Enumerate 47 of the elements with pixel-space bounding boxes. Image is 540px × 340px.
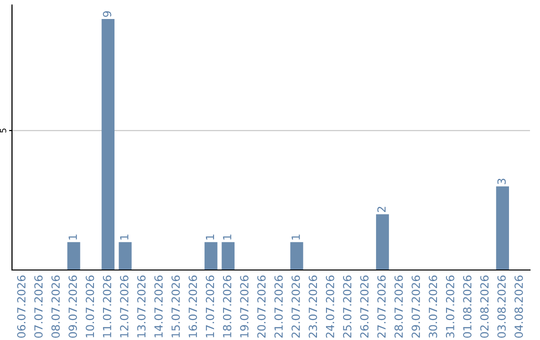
x-tick-label: 21.07.2026	[274, 276, 283, 338]
x-tick-label: 03.08.2026	[497, 276, 506, 338]
x-tick-label: 04.08.2026	[514, 276, 523, 338]
x-tick-label: 09.07.2026	[68, 276, 77, 338]
x-tick-label: 26.07.2026	[360, 276, 369, 338]
x-tick-label: 27.07.2026	[377, 276, 386, 338]
x-tick-label: 14.07.2026	[154, 276, 163, 338]
bar	[222, 242, 235, 270]
bar	[118, 242, 132, 270]
x-tick-label: 20.07.2026	[257, 276, 266, 338]
x-tick-label: 23.07.2026	[308, 276, 318, 338]
bar	[496, 186, 509, 270]
x-tick-label: 02.08.2026	[480, 276, 489, 338]
data-label: 1	[292, 234, 300, 240]
y-tick-label: 5	[0, 128, 6, 133]
x-tick-label: 28.07.2026	[394, 276, 403, 338]
bar	[102, 18, 114, 270]
x-tick-label: 30.07.2026	[428, 276, 438, 338]
x-tick-label: 07.07.2026	[34, 276, 43, 338]
x-tick-label: 31.07.2026	[446, 276, 454, 338]
data-label: 1	[206, 234, 214, 240]
x-tick-label: 01.08.2026	[463, 276, 472, 338]
data-label: 2	[377, 206, 386, 212]
x-tick-label: 17.07.2026	[206, 276, 214, 338]
data-label: 9	[102, 11, 112, 17]
x-tick-label: 08.07.2026	[51, 276, 60, 338]
bar	[67, 242, 80, 270]
x-tick-label: 22.07.2026	[292, 276, 300, 338]
x-tick-label: 12.07.2026	[120, 276, 128, 338]
bar	[204, 242, 218, 270]
x-tick-label: 24.07.2026	[326, 276, 334, 338]
x-tick-label: 15.07.2026	[171, 276, 180, 338]
bar	[376, 214, 389, 270]
bar	[290, 242, 304, 270]
x-tick-label: 10.07.2026	[86, 276, 94, 338]
x-tick-label: 18.07.2026	[222, 276, 232, 338]
x-tick-label: 16.07.2026	[188, 276, 198, 338]
data-label: 1	[120, 234, 128, 240]
x-tick-label: 13.07.2026	[137, 276, 146, 338]
x-tick-label: 25.07.2026	[343, 276, 352, 338]
x-tick-label: 11.07.2026	[102, 276, 112, 338]
x-tick-label: 19.07.2026	[240, 276, 248, 338]
data-label: 1	[68, 234, 77, 240]
data-label: 1	[223, 234, 232, 240]
x-tick-label: 06.07.2026	[17, 276, 26, 338]
x-tick-label: 29.07.2026	[412, 276, 420, 338]
data-label: 3	[497, 178, 506, 184]
